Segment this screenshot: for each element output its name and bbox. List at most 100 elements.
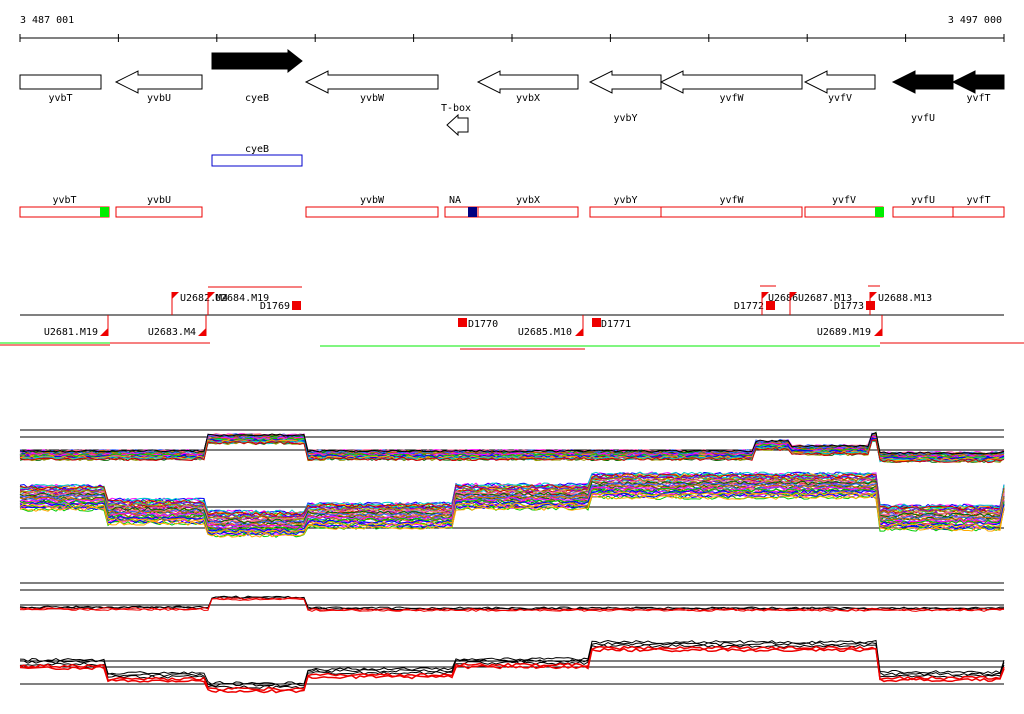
tiling-marker-box — [292, 301, 301, 310]
annotation-box-yvbT — [19, 206, 110, 218]
tiling-label-upper: D1772 — [734, 301, 764, 312]
profile-series-line — [19, 439, 1005, 464]
tiling-label-lower: U2685.M10 — [518, 327, 572, 338]
tiling-label-upper: U2688.M13 — [878, 293, 932, 304]
annotation-marker-navy — [468, 207, 477, 217]
annotation-feature-track: yvbT yvbU yvbW NA yvbX yvbY yvfW yvfV yvfU yvfT — [19, 195, 1005, 218]
tiling-flag — [762, 292, 769, 299]
tiling-label-upper: U2684.M19 — [215, 293, 269, 304]
tiling-marker-box — [458, 318, 467, 327]
annotation-label-yvbY: yvbY — [613, 195, 637, 206]
gene-arrow-yvbT — [19, 74, 102, 90]
tiling-flag — [198, 328, 206, 336]
profile-series-line — [19, 597, 1005, 612]
profile-series-line — [19, 473, 1005, 517]
annotation-box-yvfW — [660, 206, 803, 218]
coordinate-ruler: 3 487 001 3 497 000 — [19, 15, 1005, 42]
tiling-label-upper: D1769 — [260, 301, 290, 312]
gene-track: yvbT yvbU cyeB yvbW yvbX yvbY yvfW yvfV yvfU yvfT — [19, 48, 1005, 124]
gene-label-yvfT: yvfT — [966, 93, 990, 104]
gene-label-yvbY: yvbY — [613, 113, 637, 124]
tiling-flag — [100, 328, 108, 336]
profile-series-line — [19, 480, 1005, 524]
tiling-flag — [790, 292, 797, 299]
annotation-box-yvbY — [589, 206, 662, 218]
gene-label-yvfU: yvfU — [911, 113, 935, 124]
tiling-flag — [208, 292, 215, 299]
gene-arrow-yvfU — [891, 70, 954, 94]
annotation-box-yvbU — [115, 206, 203, 218]
tiling-flag — [172, 292, 179, 299]
profile-series-line — [19, 494, 1005, 538]
tbox-track: T-box — [441, 103, 471, 137]
annotation-box-yvbW — [305, 206, 439, 218]
gene-label-yvfV: yvfV — [828, 93, 852, 104]
profile-series-line — [19, 491, 1005, 534]
tiling-marker-box — [766, 301, 775, 310]
tiling-label-lower: D1770 — [468, 319, 498, 330]
gene-label-yvbU: yvbU — [147, 93, 171, 104]
tiling-label-lower: U2689.M19 — [817, 327, 871, 338]
ruler-ticks — [19, 34, 1005, 42]
tbox-arrow — [446, 113, 469, 137]
tiling-label-lower: U2681.M19 — [44, 327, 98, 338]
profile-series-line — [19, 489, 1005, 533]
profile-series-line — [19, 639, 1005, 685]
gene-label-yvbW: yvbW — [360, 93, 385, 104]
annotation-label-NA: NA — [449, 195, 461, 206]
cyeB-feature-track: cyeB — [211, 144, 303, 167]
annotation-label-yvbT: yvbT — [52, 195, 76, 206]
tbox-label: T-box — [441, 103, 471, 114]
annotation-label-yvfU: yvfU — [911, 195, 935, 206]
profile-series-line — [19, 471, 1005, 515]
tiling-label-upper: U2686 — [768, 293, 798, 304]
tiling-label-lower: U2683.M4 — [148, 327, 196, 338]
gene-arrow-yvbW — [304, 70, 439, 94]
gene-label-yvbT: yvbT — [48, 93, 72, 104]
profile-series-line — [19, 482, 1005, 526]
tiling-label-upper: U2682.M4 — [180, 293, 228, 304]
tiling-label-lower: D1771 — [601, 319, 631, 330]
profile-series-line — [19, 437, 1005, 460]
annotation-box-yvfT — [952, 206, 1005, 218]
annotation-label-yvbU: yvbU — [147, 195, 171, 206]
tiling-flag — [870, 292, 877, 299]
tiling-marker-box — [592, 318, 601, 327]
profile-series-line — [19, 432, 1005, 455]
profile-series-line — [19, 478, 1005, 522]
gene-arrow-yvbX — [476, 70, 579, 94]
tiling-flag — [874, 328, 882, 336]
annotation-label-yvfT: yvfT — [966, 195, 990, 206]
annotation-label-yvbW: yvbW — [360, 195, 385, 206]
annotation-label-yvfW: yvfW — [719, 195, 744, 206]
tiling-label-upper: D1773 — [834, 301, 864, 312]
annotation-label-yvbX: yvbX — [516, 195, 540, 206]
gene-arrow-yvbY — [588, 70, 662, 94]
gene-arrow-yvfV — [803, 70, 876, 94]
gene-arrow-yvfT — [951, 70, 1005, 94]
profile-series-line — [19, 483, 1005, 527]
gene-label-yvfW: yvfW — [719, 93, 744, 104]
annotation-box-yvbX — [477, 206, 579, 218]
profile-series-line — [19, 647, 1005, 694]
annotation-marker-green — [875, 207, 884, 217]
profile-series-line — [20, 643, 1005, 690]
profile-series-line — [19, 597, 1005, 612]
profile-series-line — [19, 440, 1005, 463]
annotation-box-yvfV — [804, 206, 884, 218]
annotation-marker-green — [100, 207, 109, 217]
gene-label-cyeB: cyeB — [245, 93, 269, 104]
annotation-label-yvfV: yvfV — [832, 195, 856, 206]
gene-arrow-cyeB — [211, 48, 303, 74]
gene-label-yvbX: yvbX — [516, 93, 540, 104]
profile-series-line — [19, 595, 1004, 610]
profile-series-line — [19, 435, 1005, 459]
tiling-flag — [575, 328, 583, 336]
ruler-end-coordinate: 3 497 000 — [948, 15, 1002, 26]
cyeB-feature-box — [211, 154, 303, 167]
tiling-label-upper: U2687.M13 — [798, 293, 852, 304]
ruler-start-coordinate: 3 487 001 — [20, 15, 74, 26]
gene-arrow-yvfW — [659, 70, 803, 94]
